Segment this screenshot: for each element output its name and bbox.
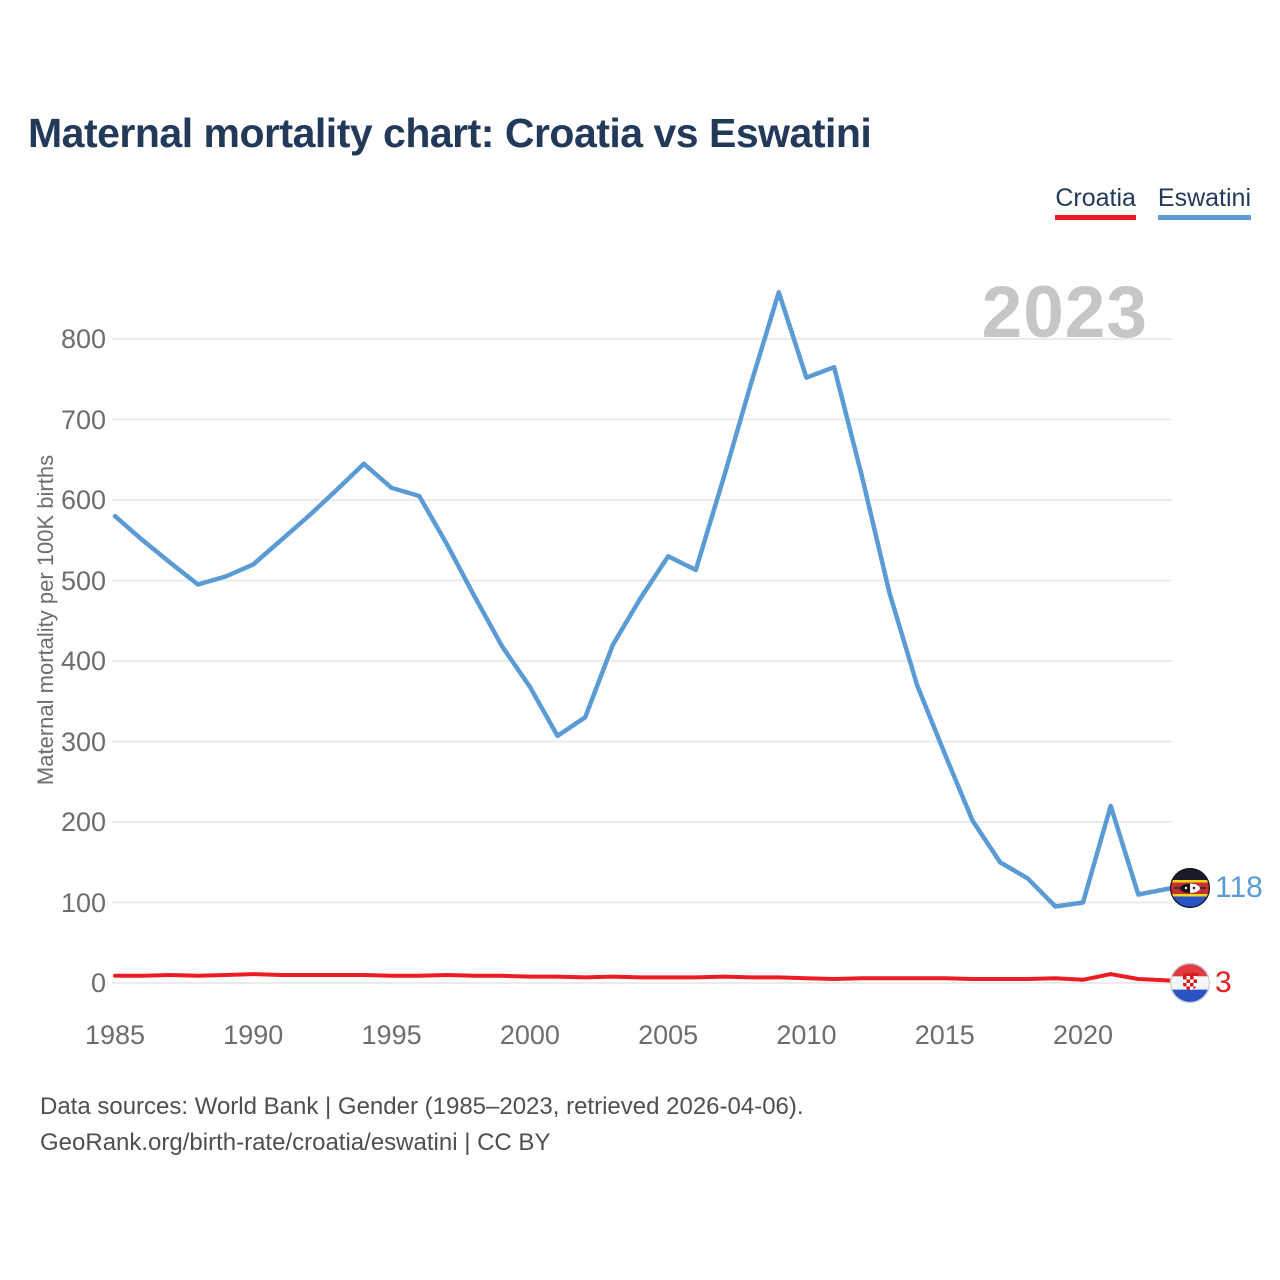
page-title: Maternal mortality chart: Croatia vs Esw… <box>28 110 872 156</box>
footer: Data sources: World Bank | Gender (1985–… <box>40 1089 804 1161</box>
x-tick-label: 1990 <box>223 1020 284 1050</box>
footer-sources-line: Data sources: World Bank | Gender (1985–… <box>40 1093 804 1120</box>
y-tick-label: 0 <box>90 968 106 998</box>
eswatini-flag-icon <box>1170 868 1210 908</box>
legend-item-eswatini[interactable]: Eswatini <box>1157 185 1251 221</box>
end-value-label-croatia: 3 <box>1215 966 1232 999</box>
x-tick-label: 1985 <box>84 1020 146 1050</box>
x-tick-label: 2020 <box>1052 1020 1114 1050</box>
end-value-label-eswatini: 118 <box>1215 871 1263 904</box>
y-tick-label: 800 <box>60 324 106 354</box>
y-tick-label: 600 <box>60 485 106 515</box>
y-tick-label: 700 <box>60 404 106 435</box>
gridlines <box>112 338 1172 984</box>
y-tick-label: 500 <box>60 565 106 596</box>
x-tick-label: 2005 <box>638 1020 699 1050</box>
x-tick-label: 1995 <box>361 1020 422 1050</box>
y-tick-label: 100 <box>60 887 106 918</box>
series-lines <box>112 290 1175 983</box>
legend: Croatia Eswatini <box>1055 185 1251 221</box>
legend-item-croatia[interactable]: Croatia <box>1055 185 1136 221</box>
footer-attribution-line: GeoRank.org/birth-rate/croatia/eswatini … <box>40 1129 551 1156</box>
year-watermark: 2023 <box>981 272 1148 353</box>
y-tick-label: 300 <box>60 726 106 757</box>
y-tick-label: 200 <box>60 807 106 837</box>
x-tick-label: 2015 <box>914 1020 975 1050</box>
x-tick-label: 2010 <box>776 1020 837 1050</box>
series-line-eswatini <box>112 290 1175 909</box>
x-tick-label: 2000 <box>499 1020 560 1050</box>
y-tick-label: 400 <box>60 646 106 676</box>
series-line-croatia <box>113 972 1174 983</box>
